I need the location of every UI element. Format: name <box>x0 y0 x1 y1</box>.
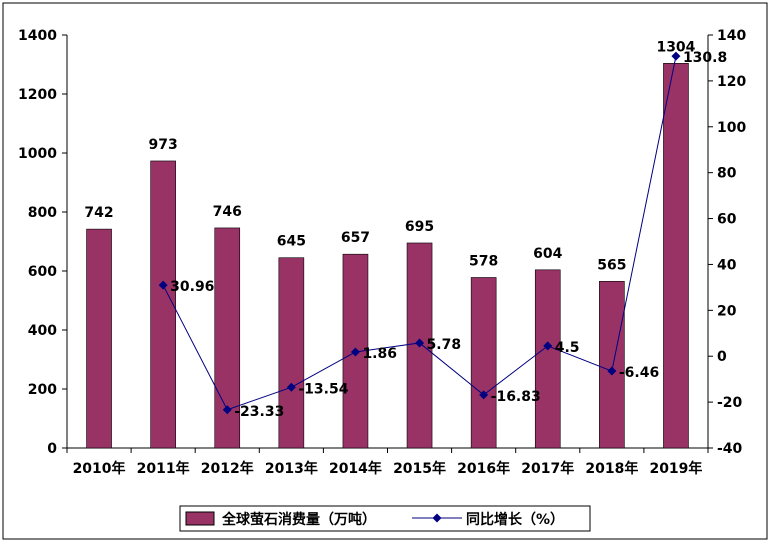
y-right-tick-label: -20 <box>717 395 743 411</box>
line-data-label: -23.33 <box>234 404 284 420</box>
bar-data-label: 695 <box>405 219 434 235</box>
legend-line-marker <box>432 513 442 523</box>
bar-data-label: 565 <box>597 257 626 273</box>
bar-data-label: 1304 <box>656 39 695 55</box>
data-labels: 742 973 746 645 657 695 578 604 565 1304 30.96 -23.… <box>84 39 727 419</box>
legend-line-label: 同比增长（%） <box>466 511 564 528</box>
axes: 0 200 400 600 800 1000 1200 1400 -40 -20 0 20 40 60 80… <box>18 28 746 477</box>
bar-data-label: 746 <box>213 204 242 220</box>
bar-data-label: 657 <box>341 230 370 246</box>
y-right-tick-label: 80 <box>717 166 737 182</box>
x-tick-label: 2010年 <box>73 460 126 477</box>
line-point <box>415 338 425 348</box>
line-point <box>158 280 168 290</box>
bar <box>534 269 561 449</box>
bar-data-label: 973 <box>149 137 178 153</box>
x-tick-label: 2013年 <box>265 460 318 477</box>
y-left-tick-label: 1400 <box>18 28 57 44</box>
line-point <box>607 366 617 376</box>
legend-box <box>179 505 591 532</box>
y-left-tick-label: 200 <box>28 382 57 398</box>
x-tick-label: 2015年 <box>393 460 446 477</box>
y-right-tick-label: 100 <box>717 120 746 136</box>
line-data-label: -6.46 <box>619 365 659 381</box>
y-right-tick-label: 20 <box>717 303 737 319</box>
y-right-tick-label: 120 <box>717 74 746 90</box>
line-point <box>671 51 681 61</box>
line-point <box>543 341 553 351</box>
y-left-tick-label: 0 <box>47 441 57 457</box>
x-tick-label: 2011年 <box>137 460 190 477</box>
legend-bar-label: 全球萤石消费量（万吨） <box>221 511 376 528</box>
x-tick-label: 2014年 <box>329 460 382 477</box>
x-tick-label: 2019年 <box>649 460 702 477</box>
line-point <box>286 382 296 392</box>
bar <box>150 160 176 449</box>
x-tick-label: 2016年 <box>457 460 510 477</box>
legend-bar-swatch <box>185 511 215 526</box>
y-left-tick-label: 1200 <box>18 87 57 103</box>
line-data-label: -16.83 <box>491 389 541 405</box>
line-data-label: 1.86 <box>362 346 397 362</box>
bar-data-label: 645 <box>277 234 306 250</box>
y-left-tick-label: 800 <box>28 205 57 221</box>
line-point <box>222 405 232 415</box>
y-left-tick-label: 400 <box>28 323 57 339</box>
bar <box>663 63 689 449</box>
line-data-label: 30.96 <box>170 279 214 295</box>
bar <box>599 281 625 449</box>
y-left-tick-label: 1000 <box>18 146 57 162</box>
line-data-label: -13.54 <box>298 381 348 397</box>
x-tick-label: 2017年 <box>521 460 574 477</box>
legend: 全球萤石消费量（万吨） 同比增长（%） <box>179 505 591 532</box>
y-left-tick-label: 600 <box>28 264 57 280</box>
y-right-tick-label: 140 <box>717 28 746 44</box>
bar-data-label: 578 <box>469 253 498 269</box>
x-tick-label: 2018年 <box>585 460 638 477</box>
y-right-tick-label: -40 <box>717 441 743 457</box>
y-right-tick-label: 0 <box>717 349 727 365</box>
line-data-label: 4.5 <box>555 340 580 356</box>
bar <box>470 277 497 449</box>
line-data-label: 130.8 <box>683 50 727 66</box>
line-data-label: 5.78 <box>427 337 462 353</box>
bar <box>86 228 112 449</box>
bar <box>278 257 305 449</box>
line-point <box>350 347 360 357</box>
bar-data-label: 604 <box>533 246 562 262</box>
x-tick-label: 2012年 <box>201 460 254 477</box>
line-series <box>158 51 681 415</box>
y-right-tick-label: 40 <box>717 257 737 273</box>
y-right-tick-label: 60 <box>717 212 737 228</box>
bar-data-label: 742 <box>84 205 113 221</box>
line-point <box>479 390 489 400</box>
